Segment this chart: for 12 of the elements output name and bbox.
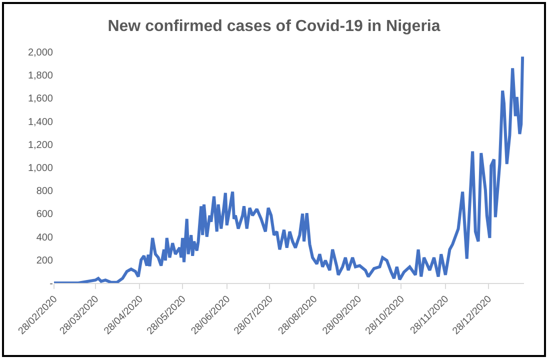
chart-title: New confirmed cases of Covid-19 in Nigeria: [108, 18, 440, 35]
y-tick-label: 800: [36, 186, 54, 198]
y-tick-label: 1,400: [28, 116, 54, 128]
y-tick-label: 1,600: [28, 94, 54, 105]
y-tick-label: 1,800: [28, 70, 54, 82]
y-tick-label: -: [50, 278, 53, 290]
y-tick-label: 2,000: [28, 48, 54, 58]
y-tick-label: 600: [36, 209, 54, 220]
y-tick-label: 200: [36, 255, 54, 266]
y-tick-label: 1,000: [28, 163, 54, 174]
y-tick-label: 1,200: [28, 140, 54, 151]
y-tick-label: 400: [36, 232, 54, 244]
